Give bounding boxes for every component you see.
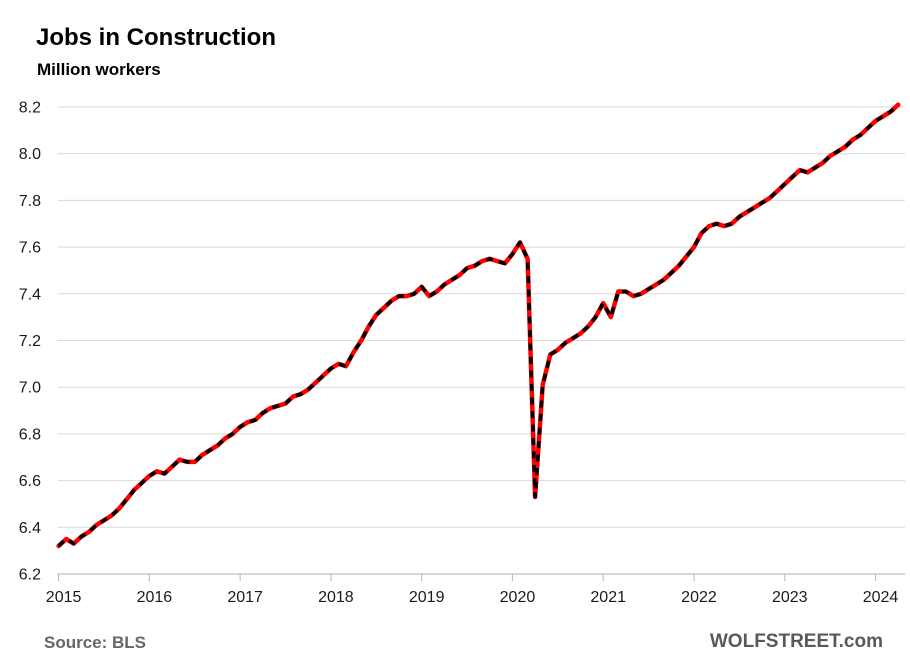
- y-axis-tick-label: 7.0: [19, 380, 41, 397]
- chart-subtitle: Million workers: [37, 60, 161, 79]
- chart-title: Jobs in Construction: [36, 24, 276, 51]
- x-axis-tick-label: 2023: [772, 589, 808, 606]
- x-axis-group: 2015 2016 2017 2018 2019 2020 2021 2022 2023 2024: [46, 574, 899, 606]
- x-axis-tick-label: 2019: [409, 589, 445, 606]
- x-axis-tick-label: 2018: [318, 589, 354, 606]
- x-axis-tick-label: 2016: [137, 589, 173, 606]
- x-axis-tick-label: 2021: [590, 589, 626, 606]
- jobs-line-red: [56, 102, 901, 549]
- y-axis-tick-label: 8.2: [19, 100, 41, 117]
- x-axis-tick-label: 2022: [681, 589, 717, 606]
- y-axis-tick-label: 7.2: [19, 333, 41, 350]
- y-axis-tick-label: 8.0: [19, 146, 41, 163]
- y-axis-tick-label: 7.8: [19, 193, 41, 210]
- y-axis-labels-group: 6.2 6.4 6.6 6.8 7.0 7.2 7.4 7.6 7.8 8.0 8.2: [19, 100, 41, 584]
- x-axis-tick-label: 2020: [500, 589, 536, 606]
- y-axis-tick-label: 6.2: [19, 567, 41, 584]
- y-axis-tick-label: 6.4: [19, 520, 41, 537]
- y-axis-tick-label: 7.4: [19, 286, 41, 303]
- source-label: Source: BLS: [44, 633, 147, 652]
- y-axis-tick-label: 7.6: [19, 240, 41, 257]
- y-axis-tick-label: 6.8: [19, 426, 41, 443]
- x-axis-tick-label: 2015: [46, 589, 82, 606]
- wolfstreet-watermark: WOLFSTREET.com: [709, 631, 883, 652]
- x-axis-tick-label: 2024: [863, 589, 899, 606]
- y-axis-tick-label: 6.6: [19, 473, 41, 490]
- x-axis-tick-label: 2017: [227, 589, 263, 606]
- series-group: [56, 102, 901, 549]
- jobs-line-dash-markers: [57, 103, 900, 548]
- gridlines-group: [57, 106, 905, 575]
